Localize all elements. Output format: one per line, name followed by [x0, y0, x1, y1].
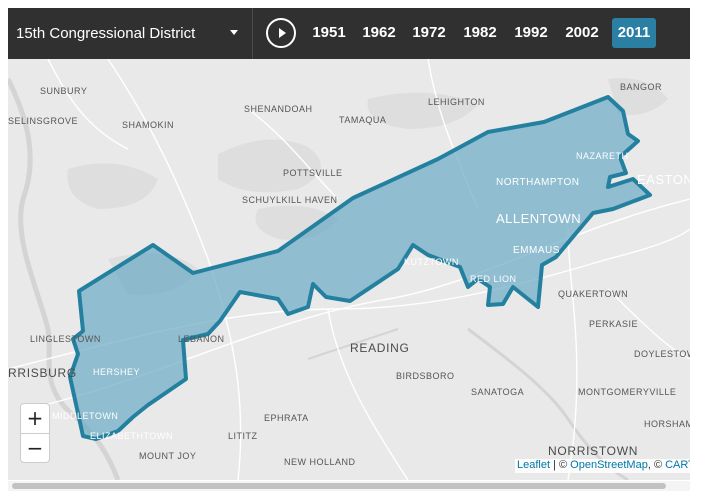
label-perkasie: PERKASIE: [589, 319, 638, 329]
label-birdsboro: BIRDSBORO: [396, 371, 455, 381]
caret-down-icon: [230, 30, 238, 35]
attribution-separator-2: , ©: [647, 459, 666, 471]
map-canvas: SUNBURY SELINSGROVE SHENANDOAH LEHIGHTON…: [8, 59, 690, 480]
zoom-out-button[interactable]: −: [26, 436, 44, 460]
label-linglestown: LINGLESTOWN: [30, 334, 101, 344]
osm-link[interactable]: OpenStreetMap: [570, 459, 648, 471]
year-2011[interactable]: 2011: [612, 18, 656, 48]
label-hershey: HERSHEY: [93, 367, 140, 377]
year-1951[interactable]: 1951: [312, 24, 346, 41]
label-lebanon: LEBANON: [178, 334, 225, 344]
timeline-toolbar: 15th Congressional District 1951 1962 19…: [8, 8, 690, 59]
map-widget: 15th Congressional District 1951 1962 19…: [8, 8, 690, 480]
label-middletown: MIDDLETOWN: [52, 411, 118, 421]
label-norristown: NORRISTOWN: [548, 444, 638, 458]
year-1982[interactable]: 1982: [463, 24, 497, 41]
label-selinsgrove: SELINSGROVE: [8, 116, 78, 126]
attribution-separator-1: | ©: [550, 459, 571, 471]
label-sunbury: SUNBURY: [40, 86, 87, 96]
district-15-boundary[interactable]: [68, 95, 652, 441]
leaflet-link[interactable]: Leaflet: [517, 459, 551, 471]
label-easton: EASTON: [637, 172, 690, 187]
label-lehighton: LEHIGHTON: [428, 97, 485, 107]
district-place-labels: NAZARETH NORTHAMPTON EASTON ALLENTOWN EM…: [52, 151, 690, 441]
label-ephrata: EPHRATA: [264, 413, 309, 423]
year-1992[interactable]: 1992: [514, 24, 548, 41]
label-harrisburg: RRISBURG: [8, 366, 77, 380]
carto-link[interactable]: CARTO: [665, 459, 690, 471]
scrollbar-thumb[interactable]: [12, 483, 666, 489]
label-mount-joy: MOUNT JOY: [139, 451, 196, 461]
zoom-in-button[interactable]: +: [21, 404, 49, 434]
label-shamokin: SHAMOKIN: [122, 120, 174, 130]
play-button[interactable]: [266, 18, 296, 48]
play-icon: [279, 28, 286, 38]
label-allentown: ALLENTOWN: [496, 211, 581, 226]
year-2002[interactable]: 2002: [565, 24, 599, 41]
label-new-holland: NEW HOLLAND: [284, 457, 356, 467]
district-select[interactable]: 15th Congressional District: [8, 8, 253, 59]
year-1972[interactable]: 1972: [412, 24, 446, 41]
map-view[interactable]: SUNBURY SELINSGROVE SHENANDOAH LEHIGHTON…: [8, 59, 690, 480]
district-select-label: 15th Congressional District: [16, 25, 196, 42]
label-horsham: HORSHAM: [644, 419, 690, 429]
label-reading: READING: [350, 341, 410, 355]
label-emmaus: EMMAUS: [513, 245, 560, 256]
map-attribution: Leaflet | © OpenStreetMap, © CARTO: [515, 459, 690, 473]
label-montgomeryville: MONTGOMERYVILLE: [578, 387, 676, 397]
label-lititz: LITITZ: [228, 431, 258, 441]
label-shenandoah: SHENANDOAH: [244, 104, 313, 114]
label-red-lion: RED LION: [470, 274, 517, 284]
label-kutztown: KUTZTOWN: [404, 257, 459, 267]
label-doylestown: DOYLESTOWN: [634, 349, 690, 359]
zoom-control: + −: [20, 403, 50, 463]
place-labels: SUNBURY SELINSGROVE SHENANDOAH LEHIGHTON…: [8, 82, 690, 467]
label-tamaqua: TAMAQUA: [339, 115, 386, 125]
label-northampton: NORTHAMPTON: [496, 177, 579, 188]
year-1962[interactable]: 1962: [362, 24, 396, 41]
label-bangor: BANGOR: [620, 82, 662, 92]
horizontal-scrollbar[interactable]: [8, 481, 690, 491]
label-schuylkill-haven: SCHUYLKILL HAVEN: [242, 195, 338, 205]
label-sanatoga: SANATOGA: [471, 387, 524, 397]
label-elizabethtown: ELIZABETHTOWN: [90, 431, 173, 441]
label-quakertown: QUAKERTOWN: [558, 289, 628, 299]
label-pottsville: POTTSVILLE: [283, 168, 343, 178]
label-nazareth: NAZARETH: [576, 151, 629, 161]
